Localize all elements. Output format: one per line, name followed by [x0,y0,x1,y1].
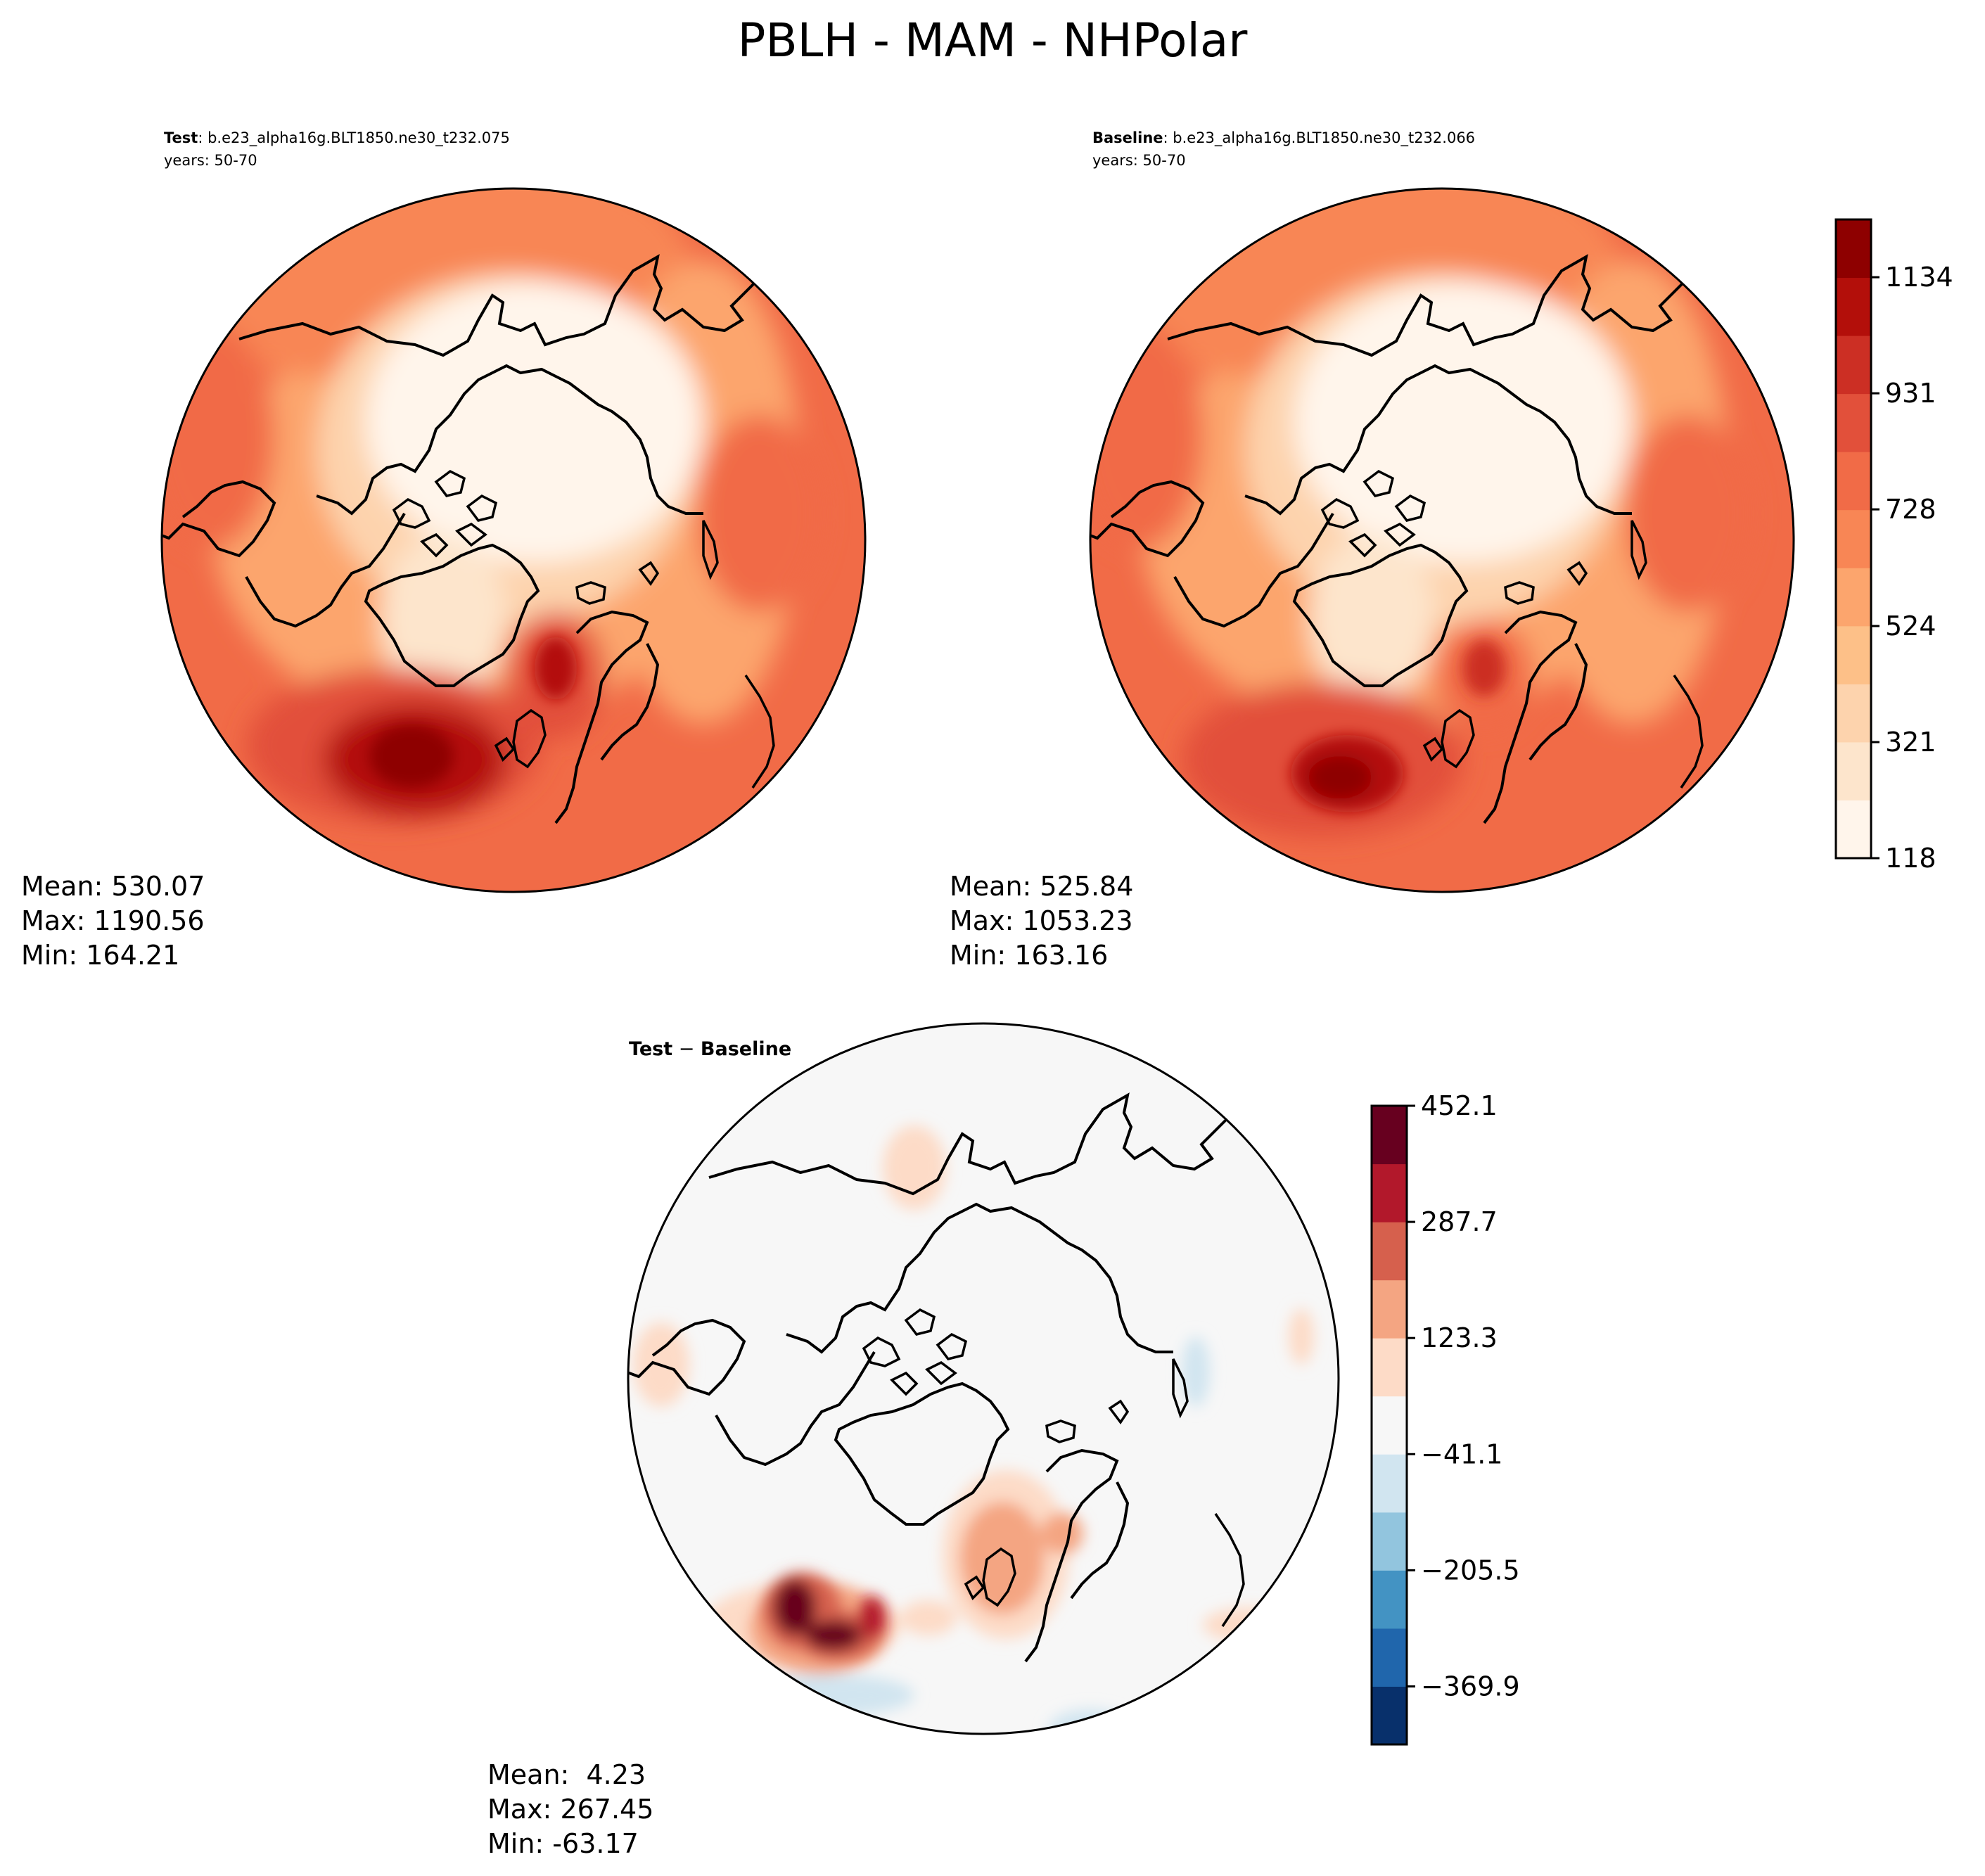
colorbar-segment [1372,1222,1407,1281]
colorbar-segment [1372,1163,1407,1223]
colorbar-tick-label: 452.1 [1421,1090,1498,1121]
svg-text:Baseline: b.e23_alpha16g.BLT18: Baseline: b.e23_alpha16g.BLT1850.ne30_t2… [1092,129,1475,147]
abs-colorbar: 118 321 524 728 931 1134 [1834,218,1953,874]
baseline-label-case: : b.e23_alpha16g.BLT1850.ne30_t232.066 [1163,129,1476,147]
diff-label-minus: − [672,1038,701,1060]
colorbar-segment [1836,393,1871,452]
svg-text:Test − Baseline: Test − Baseline [629,1038,791,1060]
baseline-min: Min: 163.16 [950,940,1108,971]
baseline-map [1090,189,1794,892]
test-label-bold: Test [164,129,198,146]
diff-colorbar: 452.1 287.7 123.3 −41.1 −205.5 −369.9 [1370,1090,1520,1746]
colorbar-segment [1836,509,1871,568]
diff-map [628,1023,1339,1734]
colorbar-segment [1836,568,1871,627]
colorbar-tick-label: 118 [1885,843,1936,874]
diff-max: Max: 267.45 [487,1794,653,1825]
colorbar-segment [1836,336,1871,395]
test-map [162,189,865,892]
colorbar-tick-label: 1134 [1885,262,1953,293]
diff-label-test: Test [629,1038,672,1060]
colorbar-segment [1836,277,1871,336]
figure-title: PBLH - MAM - NHPolar [738,13,1249,68]
colorbar-tick-label: 931 [1885,378,1936,409]
test-min: Min: 164.21 [21,940,179,971]
colorbar-tick-label: 524 [1885,611,1936,642]
baseline-years: years: 50-70 [1092,152,1186,169]
colorbar-tick-label: −205.5 [1421,1555,1520,1585]
test-panel: Test: b.e23_alpha16g.BLT1850.ne30_t232.0… [21,129,867,971]
colorbar-frame [1834,218,1872,860]
colorbar-segment [1372,1280,1407,1339]
colorbar-tick-label: 123.3 [1421,1322,1498,1353]
test-label-case: : b.e23_alpha16g.BLT1850.ne30_t232.075 [198,129,510,147]
colorbar-tick-label: −41.1 [1421,1438,1502,1469]
colorbar-segment [1372,1628,1407,1687]
baseline-label-bold: Baseline [1092,129,1163,146]
colorbar-tick-label: 728 [1885,494,1936,525]
colorbar-segment [1836,625,1871,684]
colorbar-frame [1370,1104,1408,1746]
diff-mean: Mean: 4.23 [487,1759,646,1790]
test-mean: Mean: 530.07 [21,871,205,902]
baseline-panel: Baseline: b.e23_alpha16g.BLT1850.ne30_t2… [950,129,1795,971]
svg-text:Test: b.e23_alpha16g.BLT1850.n: Test: b.e23_alpha16g.BLT1850.ne30_t232.0… [164,129,510,147]
colorbar-segment [1836,684,1871,743]
colorbar-segment [1372,1338,1407,1397]
colorbar-segment [1372,1396,1407,1455]
colorbar-segment [1836,452,1871,511]
diff-label-baseline: Baseline [701,1038,791,1060]
baseline-mean: Mean: 525.84 [950,871,1133,902]
colorbar-segment [1372,1106,1407,1165]
colorbar-tick-label: −369.9 [1421,1671,1520,1702]
colorbar-tick-label: 287.7 [1421,1206,1498,1237]
baseline-max: Max: 1053.23 [950,905,1133,936]
colorbar-segment [1372,1454,1407,1513]
colorbar-segment [1372,1570,1407,1629]
colorbar-segment [1836,741,1871,800]
colorbar-tick-label: 321 [1885,727,1936,758]
test-years: years: 50-70 [164,152,257,169]
diff-panel: Test − Baseline [487,1022,1340,1859]
colorbar-segment [1836,800,1871,859]
colorbar-segment [1372,1686,1407,1745]
colorbar-segment [1836,219,1871,279]
test-max: Max: 1190.56 [21,905,205,936]
diff-min: Min: -63.17 [487,1828,639,1859]
colorbar-segment [1372,1512,1407,1571]
